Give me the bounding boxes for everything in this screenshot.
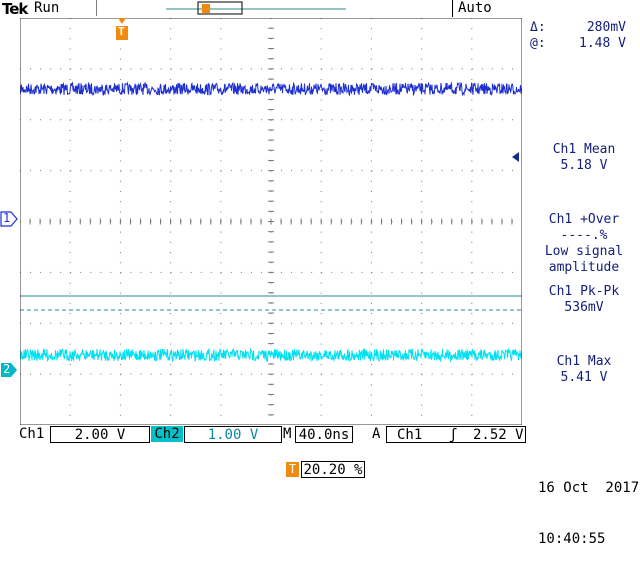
trigger-marker-label: T xyxy=(118,25,125,38)
status-bar: Tek Run Auto xyxy=(0,0,640,18)
brand-logo: Tek xyxy=(2,0,28,18)
menu-arrow-icon[interactable] xyxy=(512,152,520,162)
measurement-value: ----.% xyxy=(560,228,608,243)
measurement-1[interactable]: Ch1 Mean 5.18 V xyxy=(528,142,640,174)
measurement-3[interactable]: Ch1 Pk-Pk 536mV xyxy=(528,284,640,316)
measurement-title: Ch1 +Over xyxy=(548,212,620,227)
measurement-note: amplitude xyxy=(548,260,620,275)
ch2-waveform xyxy=(20,347,522,363)
measurement-title: Ch1 Mean xyxy=(552,142,616,157)
at-label: @: xyxy=(530,36,546,51)
ch1-ground-marker[interactable]: 1 xyxy=(0,211,18,227)
mode-divider xyxy=(452,0,453,17)
ch2-label[interactable]: Ch2 xyxy=(151,426,183,442)
trigger-position-marker[interactable]: T xyxy=(115,18,129,44)
timebase-value[interactable]: 40.0ns xyxy=(295,426,353,443)
trigger-source-label: A xyxy=(372,426,381,442)
ch1-marker-icon xyxy=(0,211,18,227)
date: 16 Oct 2017 xyxy=(538,480,640,496)
delta-value: 280mV xyxy=(586,20,626,35)
trigger-position-icon: T xyxy=(286,462,299,477)
trigger-channel: Ch1 xyxy=(397,427,423,443)
measurement-title: Ch1 Max xyxy=(556,354,612,369)
waveform-display[interactable] xyxy=(20,18,522,425)
measurement-value: 5.41 V xyxy=(560,370,608,385)
trigger-position-value: 20.20 % xyxy=(301,461,365,478)
ch2-marker-icon xyxy=(1,363,17,377)
delta-label: Δ: xyxy=(530,20,546,35)
ch2-scale[interactable]: 1.00 V xyxy=(184,426,282,443)
trigger-marker-icon xyxy=(116,18,128,40)
time: 10:40:55 xyxy=(538,531,606,547)
measurement-title: Ch1 Pk-Pk xyxy=(548,284,620,299)
measurement-value: 536mV xyxy=(564,300,604,315)
ch1-scale[interactable]: 2.00 V xyxy=(50,426,150,443)
trigger-slope-icon: ʃ xyxy=(449,427,458,443)
settings-bar: Ch1 2.00 V Ch2 1.00 V M 40.0ns A Ch1 ʃ 2… xyxy=(18,426,526,443)
datetime: 16 Oct 2017 10:40:55 xyxy=(538,446,639,565)
at-value: 1.48 V xyxy=(579,36,626,51)
measurement-2[interactable]: Ch1 +Over ----.% Low signal amplitude xyxy=(528,212,640,276)
ch1-label[interactable]: Ch1 xyxy=(19,426,45,442)
trigger-level: 2.52 V xyxy=(473,427,524,443)
cursor-readout: Δ: 280mV @: 1.48 V xyxy=(530,20,638,52)
measurement-value: 5.18 V xyxy=(560,158,608,173)
measurement-note: Low signal xyxy=(544,244,624,259)
run-state[interactable]: Run xyxy=(34,0,60,16)
ch1-marker-label: 1 xyxy=(3,211,11,225)
measurement-4[interactable]: Ch1 Max 5.41 V xyxy=(528,354,640,386)
trigger-mode[interactable]: Auto xyxy=(458,0,492,16)
trigger-settings[interactable]: Ch1 ʃ 2.52 V xyxy=(386,426,526,443)
ch2-marker-label: 2 xyxy=(3,362,11,376)
timebase-label: M xyxy=(283,426,292,442)
record-position-indicator xyxy=(96,0,346,16)
ch1-waveform xyxy=(20,81,522,97)
ch2-ground-marker[interactable]: 2 xyxy=(0,362,18,378)
